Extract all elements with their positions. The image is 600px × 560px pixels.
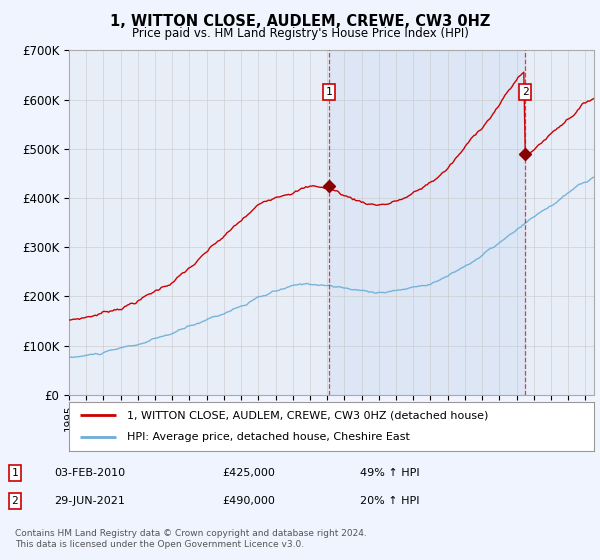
Text: 49% ↑ HPI: 49% ↑ HPI — [360, 468, 419, 478]
Bar — [329, 50, 525, 395]
Text: 2: 2 — [522, 87, 529, 97]
Text: Contains HM Land Registry data © Crown copyright and database right 2024.
This d: Contains HM Land Registry data © Crown c… — [15, 529, 367, 549]
Text: 1, WITTON CLOSE, AUDLEM, CREWE, CW3 0HZ (detached house): 1, WITTON CLOSE, AUDLEM, CREWE, CW3 0HZ … — [127, 410, 488, 421]
Text: 20% ↑ HPI: 20% ↑ HPI — [360, 496, 419, 506]
Text: Price paid vs. HM Land Registry's House Price Index (HPI): Price paid vs. HM Land Registry's House … — [131, 27, 469, 40]
Text: 1, WITTON CLOSE, AUDLEM, CREWE, CW3 0HZ: 1, WITTON CLOSE, AUDLEM, CREWE, CW3 0HZ — [110, 14, 490, 29]
Text: £425,000: £425,000 — [222, 468, 275, 478]
Text: 03-FEB-2010: 03-FEB-2010 — [54, 468, 125, 478]
Text: 1: 1 — [325, 87, 332, 97]
Text: HPI: Average price, detached house, Cheshire East: HPI: Average price, detached house, Ches… — [127, 432, 410, 442]
Text: 29-JUN-2021: 29-JUN-2021 — [54, 496, 125, 506]
Text: 1: 1 — [11, 468, 19, 478]
Text: £490,000: £490,000 — [222, 496, 275, 506]
Text: 2: 2 — [11, 496, 19, 506]
